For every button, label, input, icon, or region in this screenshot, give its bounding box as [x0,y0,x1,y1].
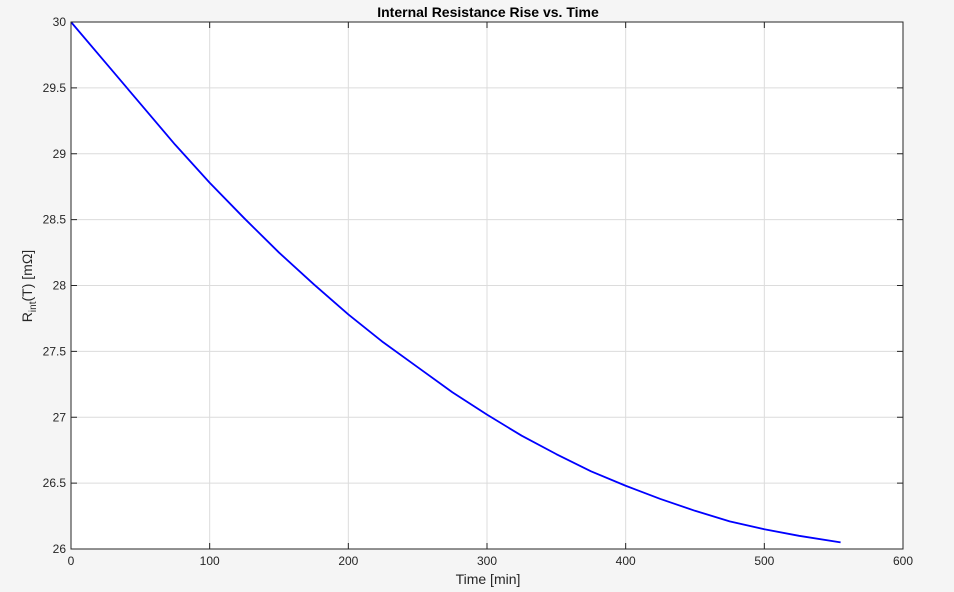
x-tick-label: 200 [338,554,358,568]
y-tick-label: 26.5 [43,476,67,490]
chart-title: Internal Resistance Rise vs. Time [377,4,599,20]
x-axis-label: Time [min] [456,571,521,587]
y-tick-label: 29 [53,147,67,161]
x-tick-label: 300 [477,554,497,568]
y-tick-label: 27 [53,410,67,424]
x-tick-label: 0 [68,554,75,568]
y-axis-label-base: R [19,312,35,322]
tick-labels: 0 100 200 300 400 500 600 26 26.5 27 27.5 28 28.5 29 2… [43,15,914,568]
x-tick-label: 100 [200,554,220,568]
y-axis-label-subscript: int [28,301,39,312]
y-tick-label: 30 [53,15,67,29]
x-tick-label: 600 [893,554,913,568]
y-tick-label: 26 [53,542,67,556]
x-tick-label: 500 [754,554,774,568]
y-tick-label: 27.5 [43,344,67,358]
y-axis-label-suffix: (T) [mΩ] [19,250,35,302]
axis-ticks [70,21,904,550]
y-tick-label: 29.5 [43,81,67,95]
series-layer [70,21,841,544]
series-line [70,21,841,544]
y-axis-label: Rint(T) [mΩ] [19,250,39,322]
y-tick-label: 28.5 [43,213,67,227]
x-tick-label: 400 [616,554,636,568]
y-tick-label: 28 [53,279,67,293]
